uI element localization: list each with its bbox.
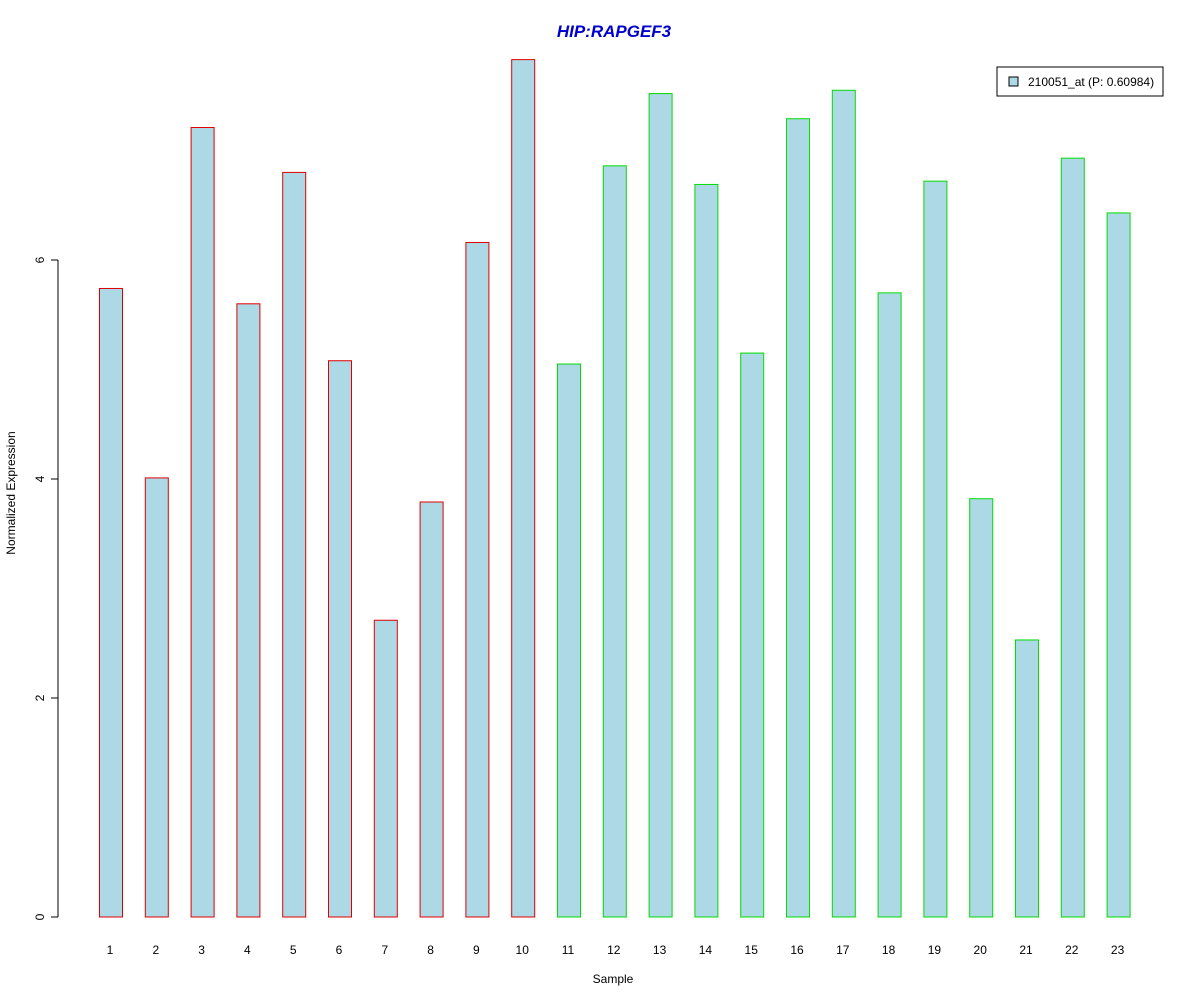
- bar-sample-2: [144, 477, 169, 918]
- x-tick-label: 16: [790, 943, 804, 957]
- bar-sample-12: [602, 165, 627, 918]
- bar-sample-7: [373, 619, 398, 918]
- bar-sample-16: [786, 118, 810, 918]
- bar-sample-3: [190, 127, 215, 918]
- x-tick-label: 21: [1019, 943, 1033, 957]
- bar-sample-18: [877, 292, 902, 918]
- bar-sample-11: [557, 363, 581, 918]
- bar-sample-10: [511, 59, 536, 918]
- y-axis: 0 2 4 6: [33, 256, 59, 920]
- y-tick-label: 2: [33, 694, 47, 701]
- bar-sample-6: [328, 360, 352, 918]
- x-tick-label: 17: [836, 943, 850, 957]
- legend: 210051_at (P: 0.60984): [996, 66, 1164, 97]
- x-tick-label: 3: [198, 943, 205, 957]
- x-tick-label: 22: [1065, 943, 1079, 957]
- y-tick-label: 6: [33, 256, 47, 263]
- x-tick-label: 6: [336, 943, 343, 957]
- x-axis-tick-labels: 1 2 3 4 5 6 7 8 9 10 11 12 13 14 15 16 17 18 19 20 21 22 23: [107, 943, 1125, 957]
- bars: [99, 59, 1131, 918]
- x-tick-label: 11: [562, 943, 575, 957]
- bar-sample-8: [419, 501, 444, 918]
- x-tick-label: 9: [473, 943, 480, 957]
- bar-sample-22: [1060, 157, 1085, 918]
- bar-sample-1: [99, 287, 123, 918]
- x-tick-label: 14: [699, 943, 713, 957]
- x-tick-label: 13: [653, 943, 667, 957]
- x-tick-label: 2: [152, 943, 159, 957]
- x-tick-label: 4: [244, 943, 251, 957]
- y-axis-label: Normalized Expression: [4, 431, 18, 554]
- legend-entry-label: 210051_at (P: 0.60984): [1028, 75, 1154, 89]
- x-tick-label: 8: [427, 943, 434, 957]
- y-tick-label: 4: [33, 475, 47, 482]
- x-tick-label: 10: [516, 943, 530, 957]
- bar-sample-21: [1015, 639, 1039, 918]
- bar-sample-5: [282, 171, 307, 918]
- x-axis-label: Sample: [593, 972, 634, 986]
- bar-sample-23: [1106, 212, 1131, 918]
- x-tick-label: 23: [1111, 943, 1125, 957]
- y-tick-label: 0: [33, 913, 47, 920]
- bar-sample-4: [236, 303, 261, 918]
- x-tick-label: 20: [974, 943, 988, 957]
- bar-sample-20: [969, 498, 994, 918]
- x-tick-label: 12: [607, 943, 621, 957]
- bar-sample-9: [465, 241, 490, 918]
- x-tick-label: 15: [745, 943, 759, 957]
- x-tick-label: 19: [928, 943, 942, 957]
- x-tick-label: 7: [381, 943, 388, 957]
- bar-sample-15: [740, 352, 765, 918]
- x-tick-label: 5: [290, 943, 297, 957]
- legend-box: [996, 66, 1164, 97]
- bar-sample-17: [831, 89, 856, 918]
- chart-title: HIP:RAPGEF3: [557, 22, 672, 41]
- x-tick-label: 18: [882, 943, 896, 957]
- legend-swatch: [1008, 76, 1019, 87]
- bar-sample-13: [648, 93, 673, 918]
- x-tick-label: 1: [107, 943, 114, 957]
- bar-sample-19: [923, 180, 948, 918]
- bar-sample-14: [694, 183, 719, 918]
